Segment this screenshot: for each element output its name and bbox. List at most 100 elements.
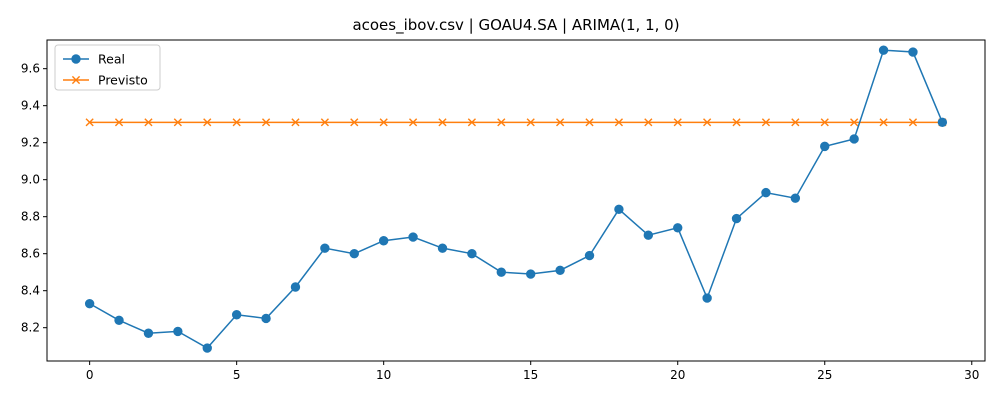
series-line-real	[89, 49, 944, 350]
x-marker-stroke	[291, 118, 300, 127]
data-point-real	[261, 313, 271, 324]
x-marker-stroke	[232, 118, 241, 127]
series-previsto	[85, 118, 947, 127]
x-marker-stroke	[879, 118, 888, 127]
x-marker-stroke	[350, 118, 359, 127]
x-marker-stroke	[173, 118, 182, 127]
data-point-real	[761, 187, 771, 198]
data-point-real	[114, 315, 124, 325]
data-point-previsto	[232, 118, 241, 127]
y-tick-label: 8.2	[21, 321, 40, 335]
data-point-previsto	[379, 118, 388, 127]
data-point-previsto	[320, 118, 329, 127]
data-point-real	[643, 230, 654, 240]
x-marker-stroke	[438, 118, 447, 127]
data-point-previsto	[350, 118, 359, 127]
data-point-previsto	[614, 118, 624, 127]
data-point-previsto	[732, 118, 741, 127]
x-marker-stroke	[732, 118, 741, 127]
data-point-previsto	[291, 118, 300, 127]
legend-label-real: Real	[98, 52, 125, 67]
data-point-real	[290, 282, 301, 292]
data-point-real	[84, 298, 95, 309]
data-point-real	[437, 243, 448, 253]
x-marker-stroke	[497, 118, 506, 127]
data-point-real	[614, 204, 624, 214]
x-marker-stroke	[761, 118, 771, 127]
y-tick-label: 9.4	[21, 99, 40, 113]
x-tick-label: 15	[523, 368, 538, 382]
legend-marker-real	[71, 54, 81, 64]
data-point-real	[467, 248, 477, 259]
data-point-previsto	[644, 118, 653, 127]
series-real	[84, 45, 948, 353]
legend-box	[54, 44, 161, 91]
data-point-previsto	[203, 118, 212, 127]
legend-marker-previsto	[71, 75, 81, 85]
x-marker-stroke	[585, 118, 594, 127]
series-layer	[84, 45, 948, 353]
data-point-real	[878, 45, 889, 55]
data-point-real	[584, 250, 595, 261]
data-point-real	[173, 326, 183, 337]
axes-frame	[46, 39, 986, 362]
y-tick-label: 8.6	[21, 247, 40, 261]
data-point-real	[673, 223, 683, 233]
data-point-real	[702, 293, 712, 303]
x-marker-stroke	[320, 118, 329, 127]
data-point-real	[937, 117, 948, 128]
chart-title: acoes_ibov.csv | GOAU4.SA | ARIMA(1, 1, …	[352, 16, 679, 35]
data-point-previsto	[438, 118, 447, 127]
data-point-previsto	[526, 118, 535, 127]
data-point-real	[320, 243, 330, 253]
data-point-real	[408, 232, 418, 242]
data-point-previsto	[791, 118, 800, 127]
data-point-previsto	[556, 118, 565, 127]
data-point-real	[349, 248, 359, 259]
data-point-previsto	[144, 118, 153, 127]
data-point-real	[143, 328, 154, 338]
data-point-previsto	[820, 118, 829, 127]
legend-label-previsto: Previsto	[98, 73, 148, 88]
y-tick-label: 8.4	[21, 284, 40, 298]
data-point-real	[555, 265, 565, 276]
data-point-previsto	[467, 118, 476, 127]
data-point-real	[908, 47, 918, 57]
data-point-previsto	[85, 118, 94, 127]
x-marker-stroke	[408, 118, 418, 127]
x-tick-label: 5	[233, 368, 241, 382]
x-marker-stroke	[379, 118, 388, 127]
x-marker-stroke	[144, 118, 153, 127]
x-marker-stroke	[114, 118, 124, 127]
data-point-previsto	[879, 118, 888, 127]
data-point-previsto	[173, 118, 182, 127]
x-marker-stroke	[644, 118, 653, 127]
data-point-real	[849, 134, 859, 144]
x-marker-stroke	[850, 118, 859, 127]
y-tick-label: 8.8	[21, 210, 40, 224]
x-marker-stroke	[85, 118, 94, 127]
y-tick-label: 9.0	[21, 173, 40, 187]
x-marker-stroke	[673, 118, 682, 127]
y-tick-label: 9.6	[21, 62, 40, 76]
x-tick-label: 25	[817, 368, 832, 382]
data-point-previsto	[761, 118, 771, 127]
x-marker-stroke	[526, 118, 535, 127]
data-point-previsto	[408, 118, 418, 127]
data-point-real	[496, 267, 506, 277]
x-tick-label: 30	[964, 368, 979, 382]
data-point-previsto	[261, 118, 271, 127]
data-point-real	[378, 236, 389, 246]
x-marker-stroke	[556, 118, 565, 127]
x-marker-stroke	[614, 118, 624, 127]
data-point-real	[231, 310, 242, 320]
data-point-real	[202, 343, 212, 353]
x-marker-stroke	[820, 118, 829, 127]
data-point-previsto	[673, 118, 682, 127]
data-point-previsto	[497, 118, 506, 127]
data-point-previsto	[850, 118, 859, 127]
data-point-real	[820, 141, 830, 152]
x-marker-stroke	[261, 118, 271, 127]
data-point-previsto	[114, 118, 124, 127]
legend: Real Previsto	[54, 44, 161, 91]
